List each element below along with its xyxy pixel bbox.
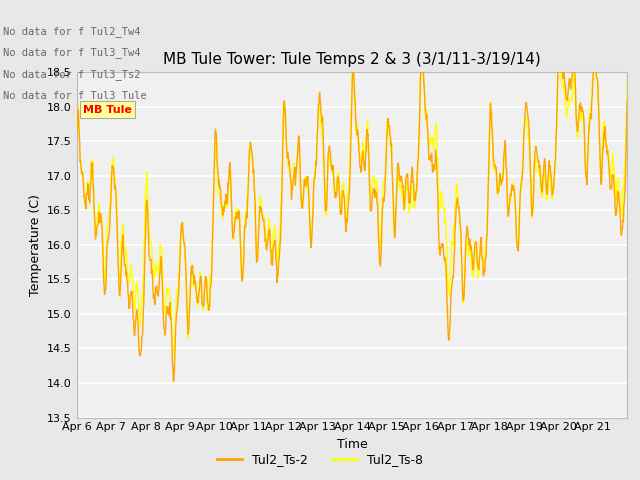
Legend: Tul2_Ts-2, Tul2_Ts-8: Tul2_Ts-2, Tul2_Ts-8 — [212, 448, 428, 471]
Text: MB Tule: MB Tule — [83, 105, 132, 115]
Text: No data for f Tul3_Tw4: No data for f Tul3_Tw4 — [3, 47, 141, 58]
Title: MB Tule Tower: Tule Temps 2 & 3 (3/1/11-3/19/14): MB Tule Tower: Tule Temps 2 & 3 (3/1/11-… — [163, 52, 541, 67]
Text: No data for f Tul2_Tw4: No data for f Tul2_Tw4 — [3, 25, 141, 36]
Text: No data for f Tul3_Ts2: No data for f Tul3_Ts2 — [3, 69, 141, 80]
Text: No data for f Tul3_Tule: No data for f Tul3_Tule — [3, 90, 147, 101]
Y-axis label: Temperature (C): Temperature (C) — [29, 194, 42, 296]
X-axis label: Time: Time — [337, 438, 367, 451]
